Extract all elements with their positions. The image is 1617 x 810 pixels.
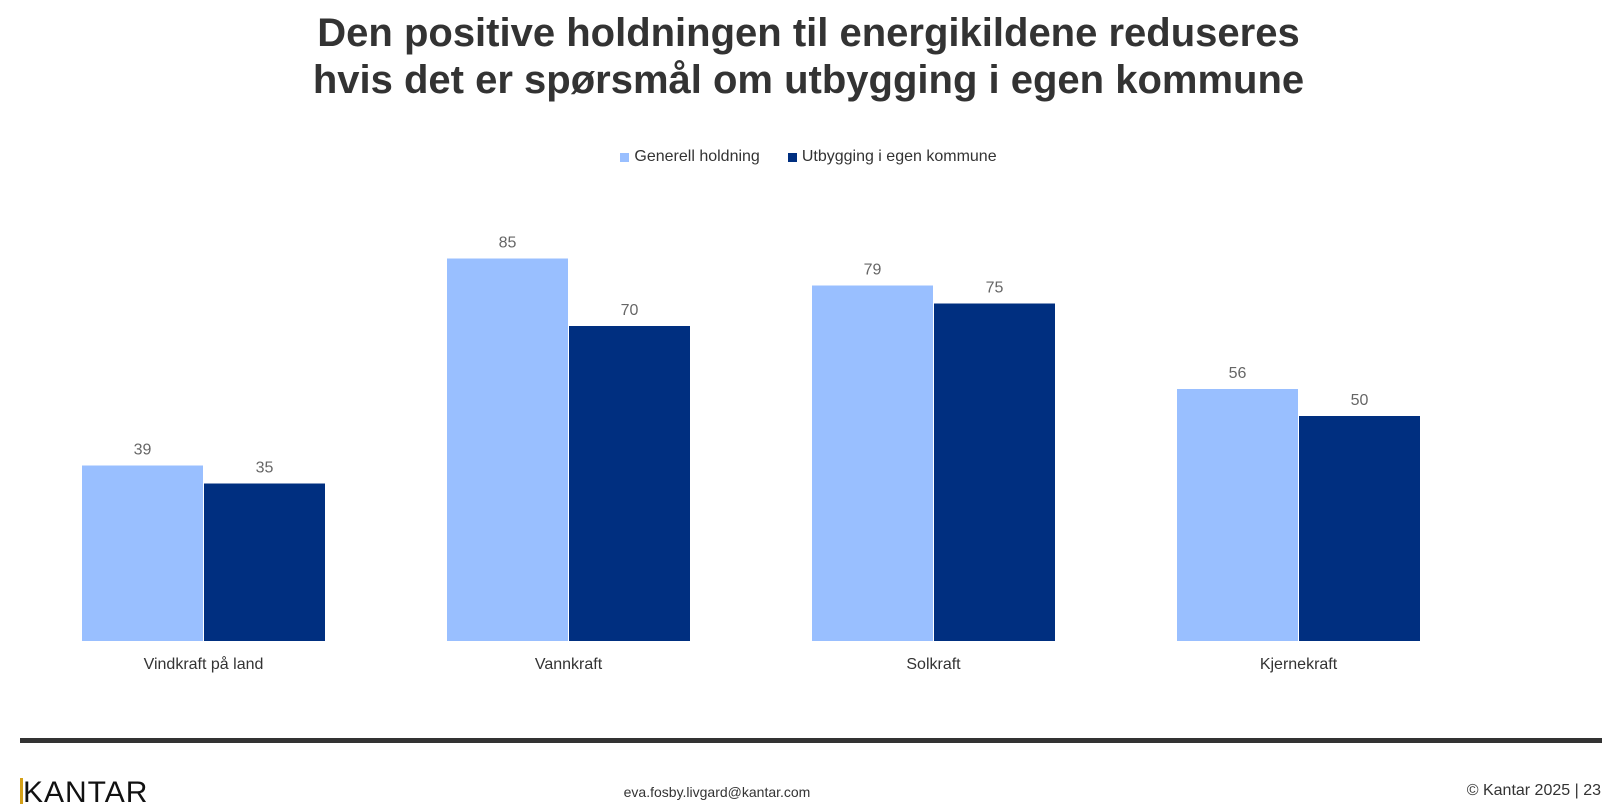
chart-title-line-2: hvis det er spørsmål om utbygging i egen… — [312, 58, 1305, 102]
data-label-0-0: 39 — [134, 442, 152, 459]
category-label-3: Kjernekraft — [1260, 656, 1338, 673]
bar-1-0 — [447, 258, 568, 641]
bar-3-0 — [1177, 389, 1298, 641]
bar-1-1 — [569, 326, 690, 641]
chart-title: Den positive holdningen til energikilden… — [0, 10, 1617, 104]
kantar-logo: KANTAR — [20, 776, 148, 810]
legend-item-utbygging: Utbygging i egen kommune — [787, 148, 997, 166]
bar-2-1 — [934, 303, 1055, 641]
footer-copyright: © Kantar 2025 | 23 — [1466, 782, 1601, 799]
logo-accent-bar — [20, 778, 23, 804]
bar-0-0 — [82, 465, 203, 641]
chart-legend: Generell holdning Utbygging i egen kommu… — [0, 148, 1617, 166]
data-label-2-0: 79 — [864, 262, 882, 279]
data-label-2-1: 75 — [986, 280, 1004, 297]
category-label-1: Vannkraft — [535, 656, 603, 673]
bar-0-1 — [204, 483, 325, 641]
data-label-3-0: 56 — [1229, 365, 1247, 382]
data-label-0-1: 35 — [256, 460, 274, 477]
chart-title-line-1: Den positive holdningen til energikilden… — [317, 11, 1300, 55]
data-label-1-0: 85 — [499, 235, 517, 252]
bar-chart: 39 35 Vindkraft på land 85 70 Vannkraft 79 75 So… — [82, 235, 1420, 673]
legend-swatch-generell — [620, 152, 630, 162]
footer-divider — [20, 738, 1602, 743]
bar-3-1 — [1299, 416, 1420, 641]
data-label-3-1: 50 — [1351, 392, 1369, 409]
bar-2-0 — [812, 285, 933, 641]
category-label-0: Vindkraft på land — [144, 655, 264, 673]
legend-swatch-utbygging — [787, 152, 797, 162]
data-label-1-1: 70 — [621, 302, 639, 319]
logo-text: KANTAR — [23, 776, 149, 809]
legend-label-utbygging: Utbygging i egen kommune — [801, 148, 997, 165]
legend-label-generell: Generell holdning — [634, 148, 760, 165]
footer-email: eva.fosby.livgard@kantar.com — [623, 784, 811, 800]
legend-item-generell: Generell holdning — [620, 148, 760, 166]
category-label-2: Solkraft — [906, 656, 961, 673]
